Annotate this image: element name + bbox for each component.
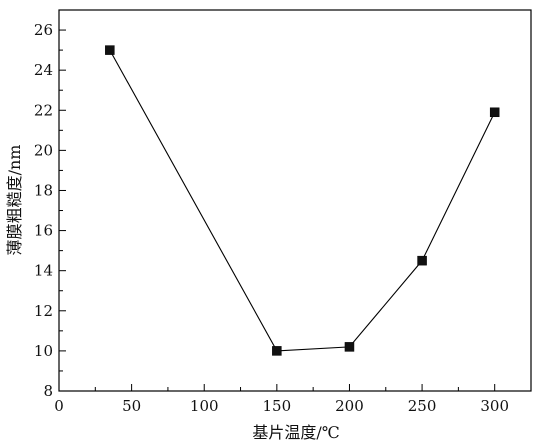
plot-border bbox=[58, 9, 532, 392]
y-axis-label: 薄膜粗糙度/nm bbox=[5, 145, 24, 256]
x-tick-label: 50 bbox=[122, 397, 141, 415]
x-axis-label: 基片温度/℃ bbox=[252, 423, 339, 442]
x-tick-label: 200 bbox=[335, 397, 364, 415]
series-line bbox=[109, 49, 496, 352]
y-tick-label: 16 bbox=[34, 222, 53, 240]
y-axis-ticks: 8 10 12 14 16 18 20 22 24 26 bbox=[34, 21, 66, 400]
data-point bbox=[417, 255, 427, 266]
data-point bbox=[272, 346, 282, 356]
x-tick-label: 0 bbox=[54, 397, 64, 415]
plot-frame bbox=[58, 9, 532, 392]
data-point bbox=[344, 342, 355, 352]
x-axis-ticks: 0 50 100 150 200 250 300 bbox=[54, 384, 509, 415]
data-point bbox=[105, 45, 115, 55]
y-tick-label: 26 bbox=[34, 21, 53, 39]
y-tick-label: 14 bbox=[34, 262, 53, 280]
x-tick-label: 100 bbox=[190, 397, 219, 415]
data-point bbox=[489, 107, 500, 118]
y-tick-label: 24 bbox=[34, 61, 53, 79]
x-tick-label: 150 bbox=[263, 397, 292, 415]
y-tick-label: 18 bbox=[34, 181, 53, 199]
y-tick-label: 22 bbox=[34, 101, 53, 119]
y-tick-label: 8 bbox=[43, 382, 53, 400]
x-tick-label: 300 bbox=[480, 397, 509, 415]
y-tick-label: 20 bbox=[34, 141, 53, 159]
x-tick-label: 250 bbox=[408, 397, 437, 415]
y-tick-label: 12 bbox=[34, 302, 53, 320]
y-tick-label: 10 bbox=[34, 342, 53, 360]
series bbox=[105, 45, 500, 356]
